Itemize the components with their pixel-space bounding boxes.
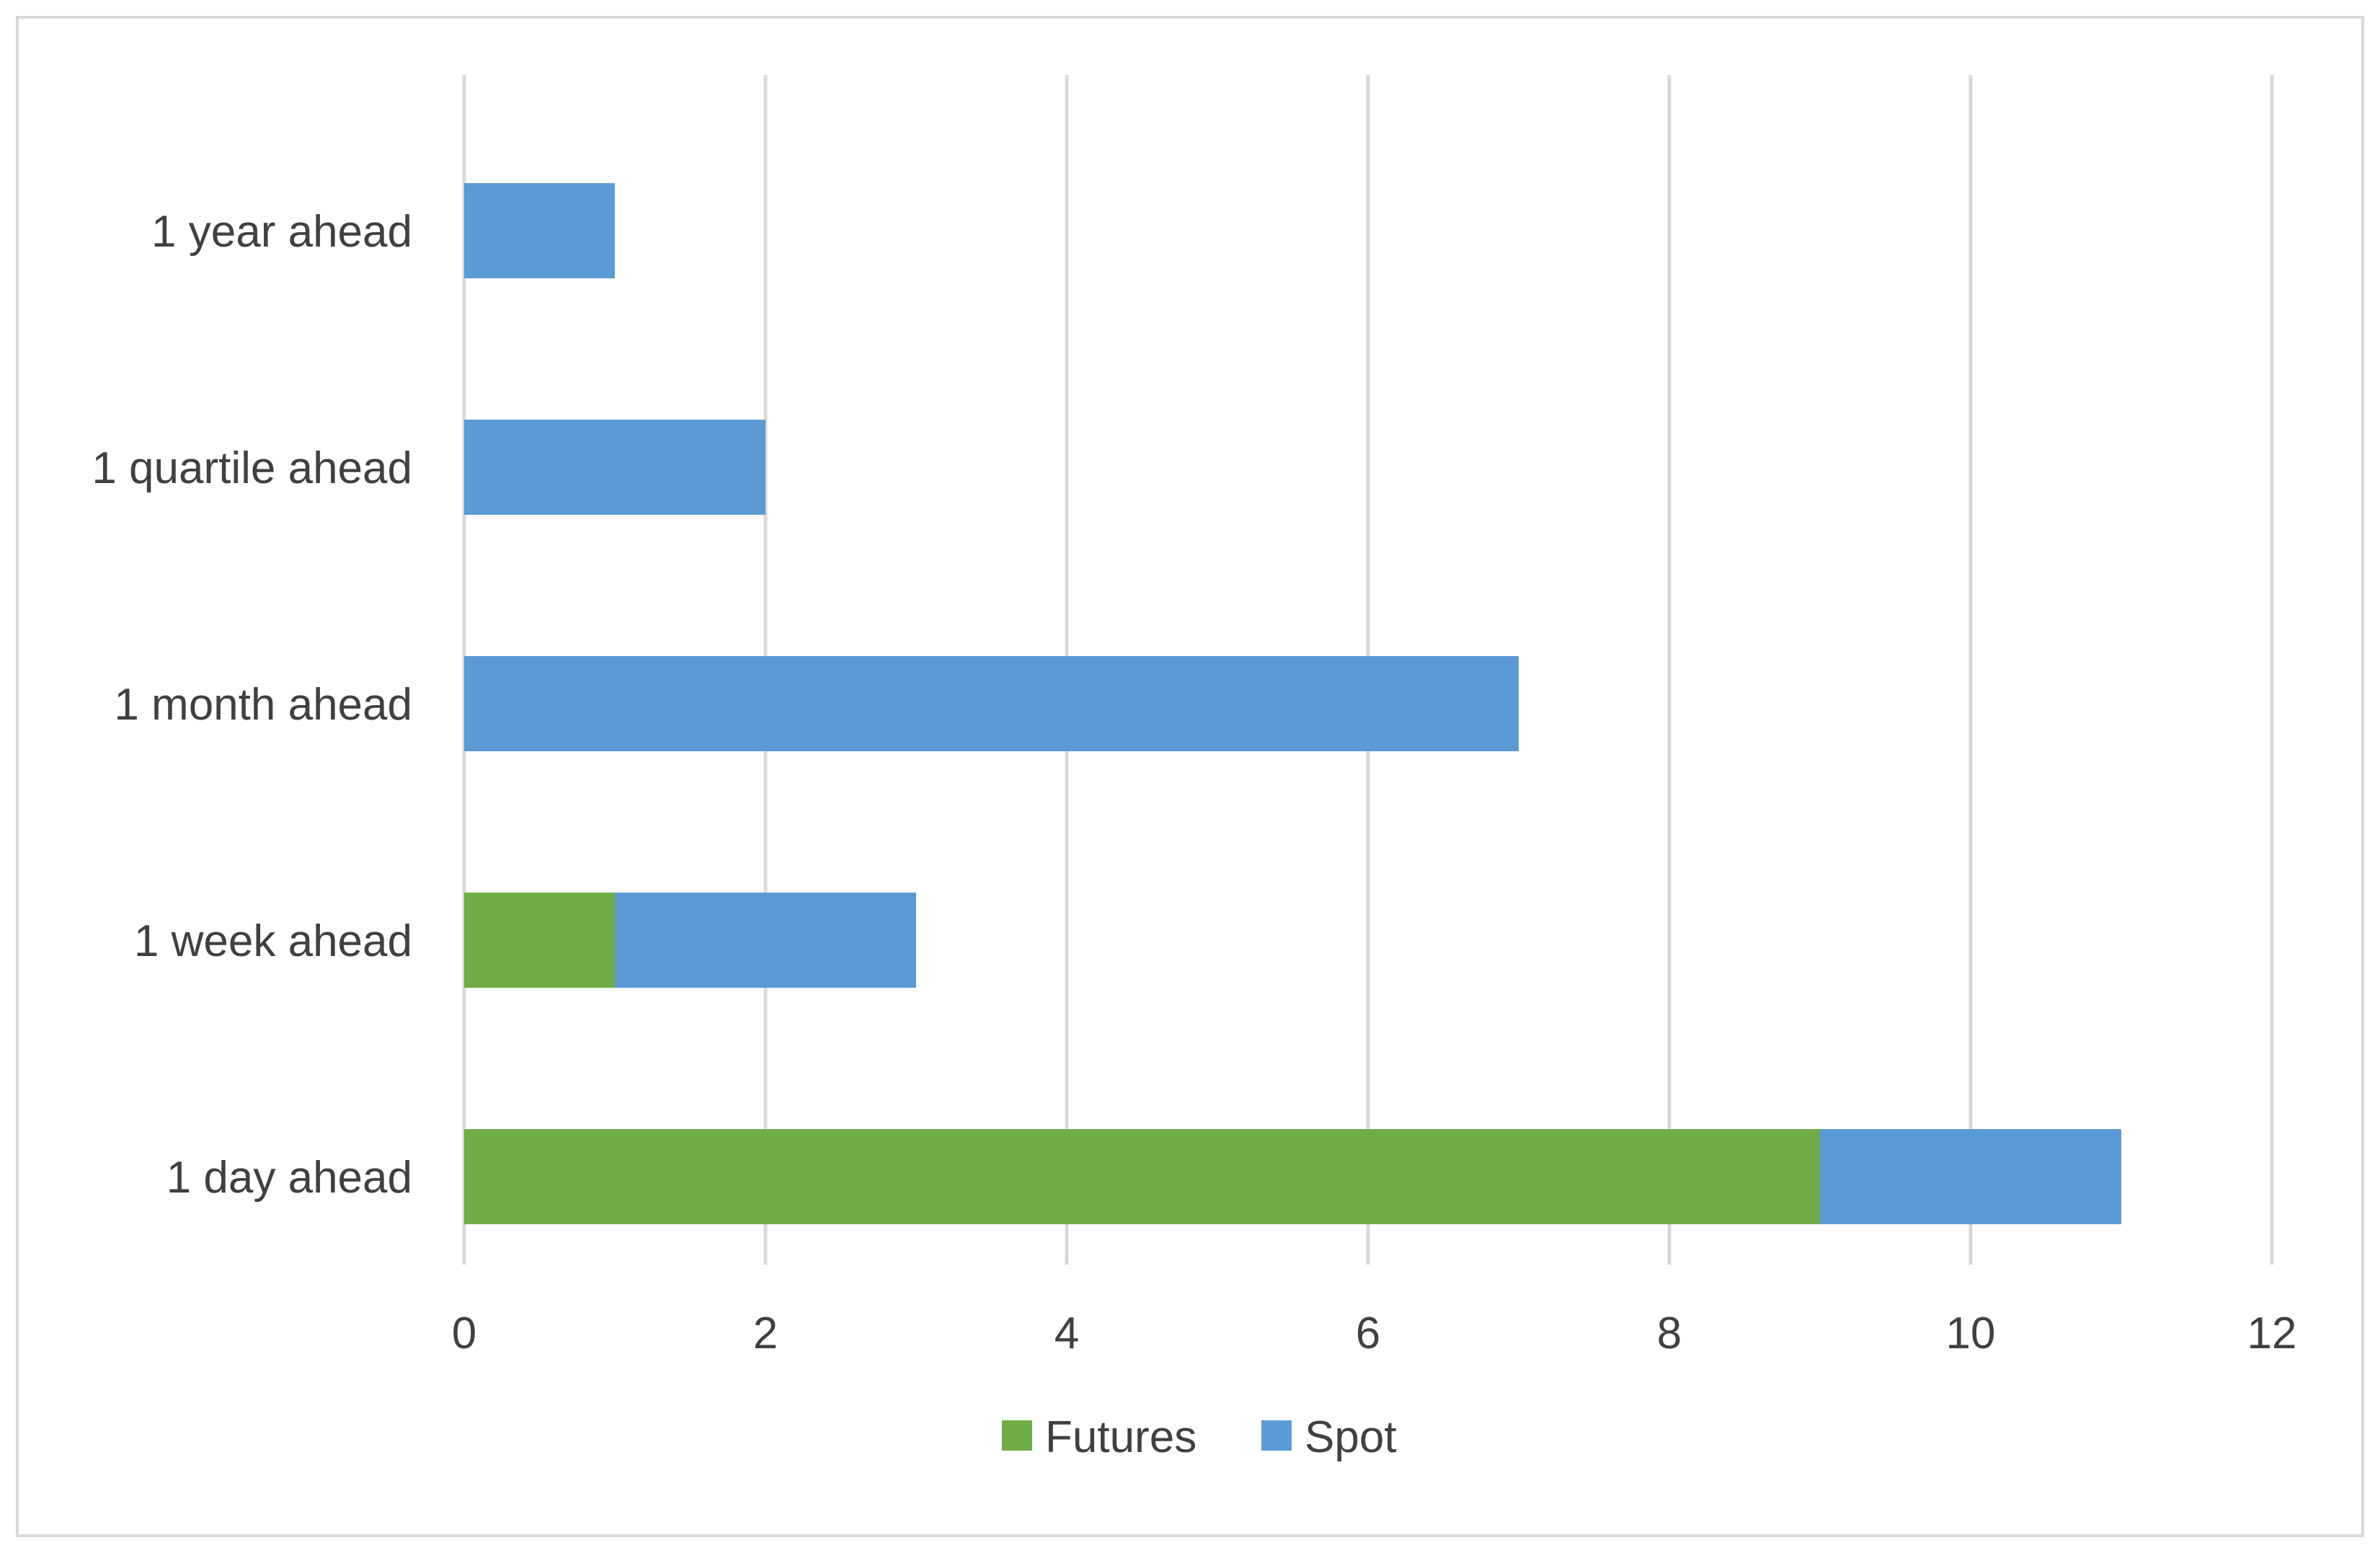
x-tick-label: 8 [1657, 1309, 1682, 1358]
category-label: 1 day ahead [166, 1153, 412, 1203]
legend-swatch-spot [1261, 1420, 1292, 1451]
bar-spot [464, 420, 765, 515]
bar-spot [464, 656, 1519, 751]
category-label: 1 year ahead [151, 207, 412, 257]
bar-spot [464, 183, 615, 278]
bar-futures [464, 893, 615, 988]
x-tick-label: 10 [1946, 1309, 1996, 1358]
x-tick-label: 12 [2247, 1309, 2297, 1358]
bars [464, 183, 2121, 1224]
legend-label-futures: Futures [1045, 1412, 1196, 1462]
legend: Futures Spot [1002, 1412, 1397, 1462]
chart-area [16, 16, 2364, 1537]
category-label: 1 quartile ahead [92, 443, 412, 493]
category-label: 1 week ahead [134, 916, 412, 966]
category-label: 1 month ahead [114, 680, 412, 730]
x-tick-label: 0 [452, 1309, 476, 1358]
category-axis-labels: 1 day ahead 1 week ahead 1 month ahead 1 qu… [92, 207, 412, 1203]
x-tick-label: 4 [1054, 1309, 1079, 1358]
bar-futures [464, 1129, 1820, 1224]
bar-spot [1820, 1129, 2121, 1224]
bar-spot [615, 893, 916, 988]
value-axis-tick-labels: 0 2 4 6 8 10 12 [452, 1309, 2297, 1358]
legend-label-spot: Spot [1305, 1412, 1397, 1462]
x-tick-label: 6 [1356, 1309, 1380, 1358]
x-tick-label: 2 [753, 1309, 778, 1358]
legend-swatch-futures [1002, 1420, 1032, 1451]
